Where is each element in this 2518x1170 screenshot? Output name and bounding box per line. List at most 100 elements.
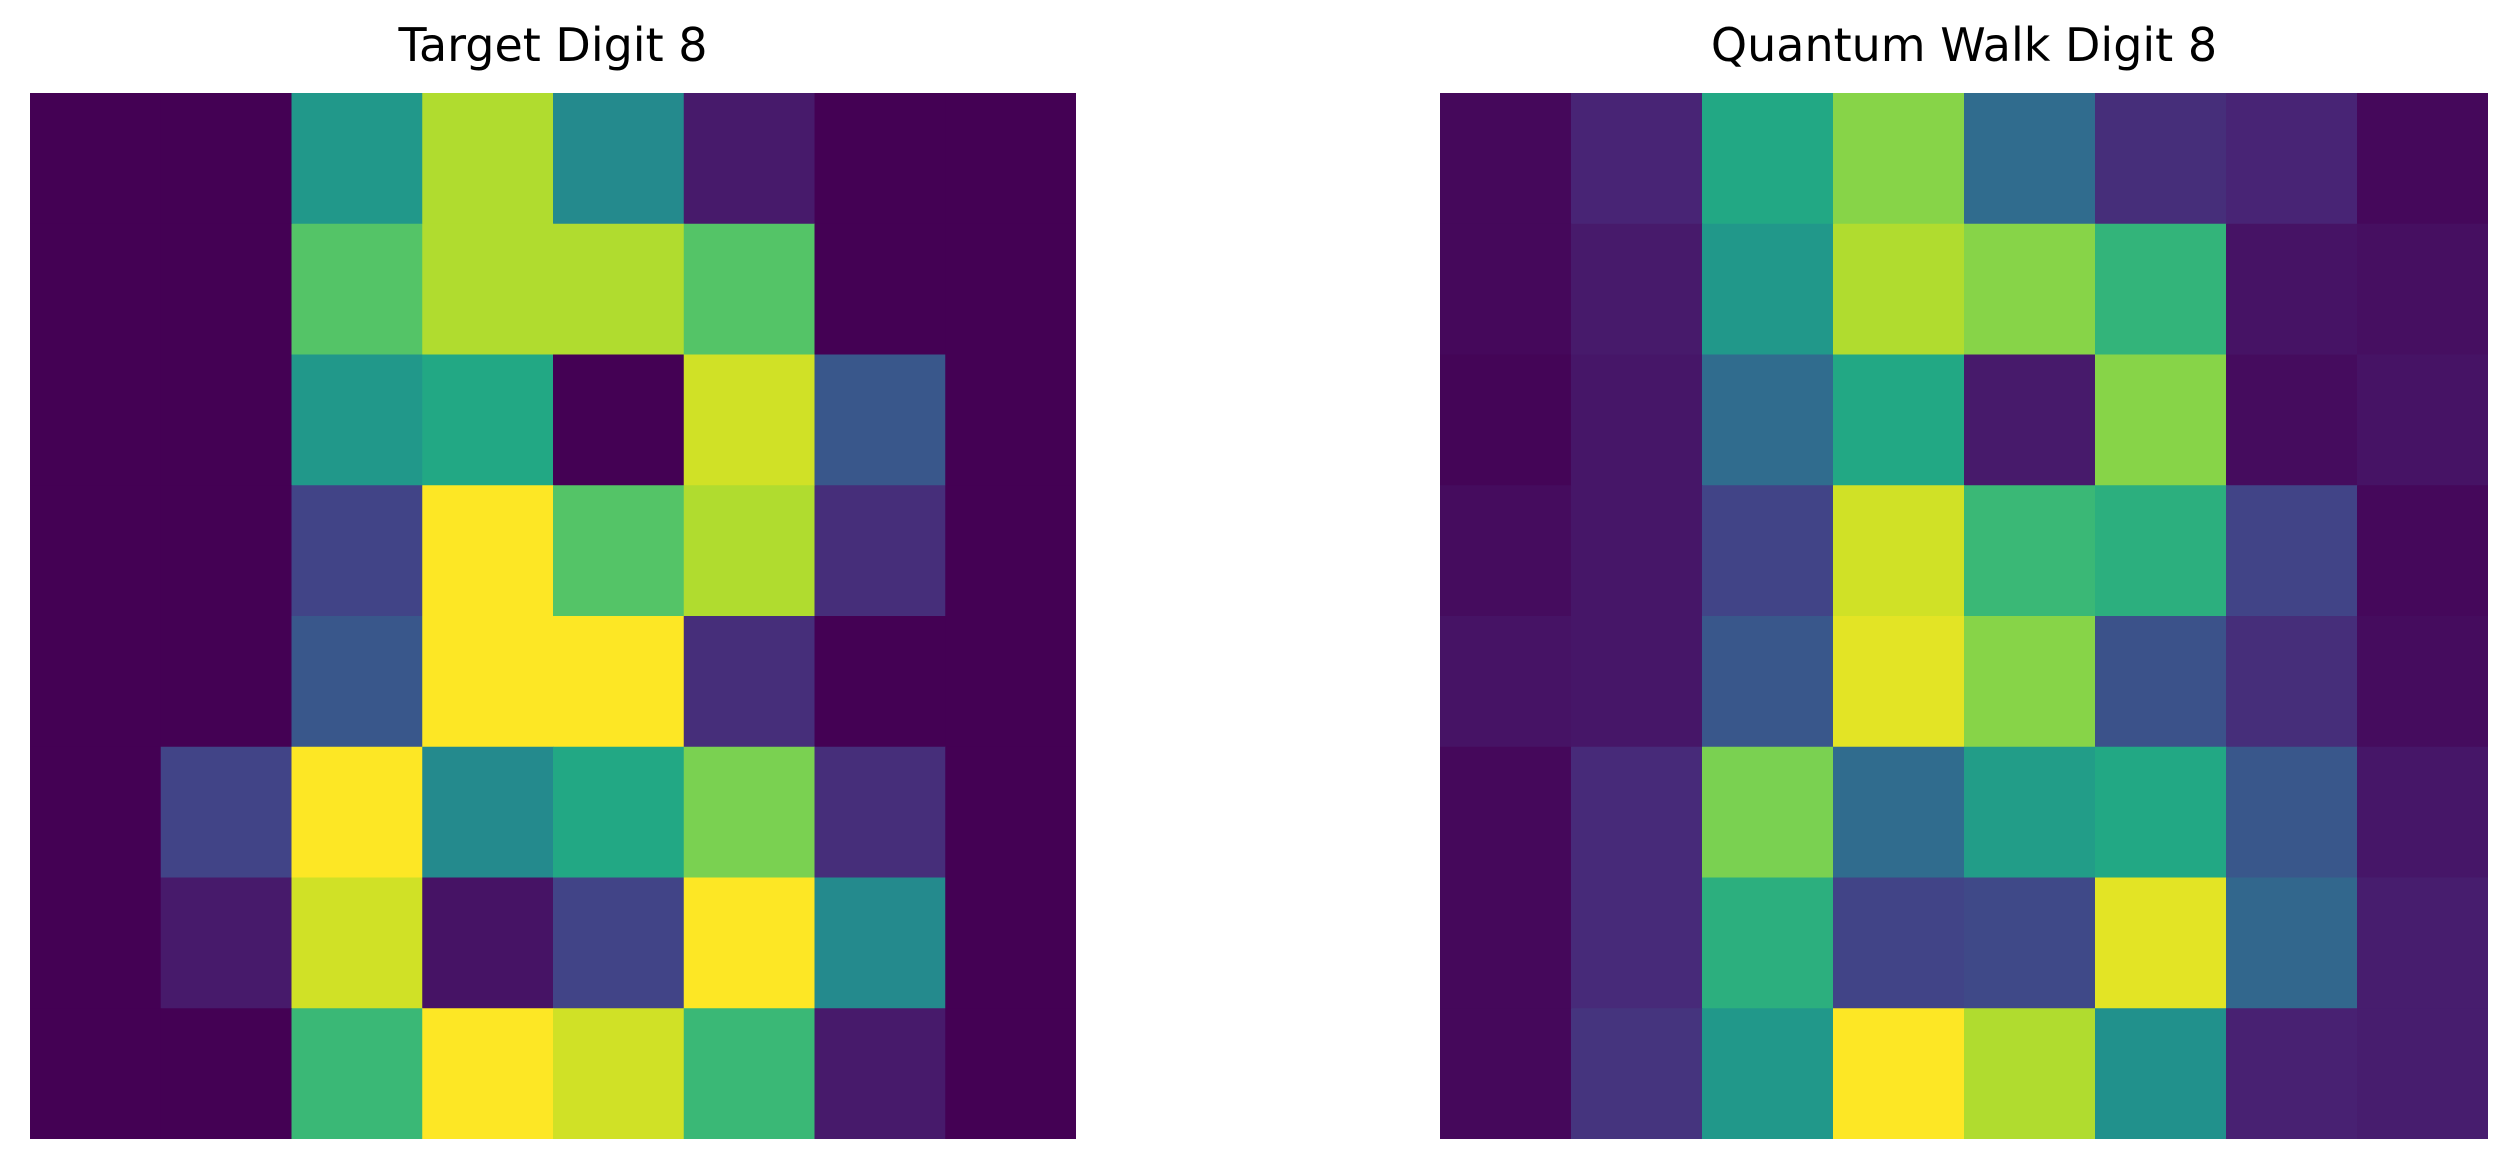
heatmap-cell-r0-c4 [1964, 93, 2096, 225]
heatmap-cell-r2-c2 [1702, 354, 1834, 486]
heatmap-cell-r1-c5 [2095, 223, 2227, 356]
heatmap-cell-r0-c1 [1571, 93, 1703, 225]
heatmap-cell-r4-c3 [1833, 616, 1965, 748]
heatmap-cell-r6-c1 [160, 877, 293, 1009]
heatmap-cell-r3-c4 [553, 485, 685, 617]
heatmap-cell-r2-c0 [30, 354, 162, 486]
heatmap-quantum-walk [1440, 93, 2488, 1139]
heatmap-cell-r1-c6 [814, 223, 946, 356]
heatmap-cell-r2-c5 [2095, 354, 2227, 486]
heatmap-cell-r7-c2 [291, 1008, 423, 1139]
heatmap-cell-r5-c1 [1571, 746, 1703, 879]
heatmap-cell-r1-c1 [1571, 223, 1703, 356]
heatmap-cell-r0-c0 [30, 93, 162, 225]
heatmap-cell-r0-c3 [1833, 93, 1965, 225]
heatmap-cell-r3-c2 [1702, 485, 1834, 617]
heatmap-cell-r5-c2 [291, 746, 423, 879]
heatmap-cell-r1-c3 [422, 223, 554, 356]
heatmap-cell-r6-c4 [553, 877, 685, 1009]
heatmap-cell-r3-c3 [422, 485, 554, 617]
heatmap-cell-r1-c2 [291, 223, 423, 356]
heatmap-cell-r2-c6 [814, 354, 946, 486]
heatmap-cell-r1-c4 [553, 223, 685, 356]
heatmap-cell-r5-c0 [30, 746, 162, 879]
chart-title-target: Target Digit 8 [398, 18, 708, 72]
heatmap-cell-r0-c3 [422, 93, 554, 225]
heatmap-cell-r0-c4 [553, 93, 685, 225]
heatmap-cell-r4-c0 [1440, 616, 1572, 748]
heatmap-cell-r5-c6 [814, 746, 946, 879]
heatmap-cell-r3-c3 [1833, 485, 1965, 617]
heatmap-cell-r5-c0 [1440, 746, 1572, 879]
chart-title-quantum-walk: Quantum Walk Digit 8 [1710, 18, 2218, 72]
heatmap-cell-r7-c6 [814, 1008, 946, 1139]
heatmap-cell-r5-c5 [683, 746, 816, 879]
heatmap-cell-r2-c4 [1964, 354, 2096, 486]
heatmap-cell-r7-c7 [2357, 1008, 2488, 1139]
heatmap-cell-r0-c6 [814, 93, 946, 225]
heatmap-cell-r2-c2 [291, 354, 423, 486]
heatmap-cell-r1-c4 [1964, 223, 2096, 356]
heatmap-cell-r4-c2 [1702, 616, 1834, 748]
heatmap-cell-r6-c2 [291, 877, 423, 1009]
heatmap-cell-r6-c6 [814, 877, 946, 1009]
heatmap-cell-r1-c5 [683, 223, 816, 356]
heatmap-cell-r2-c3 [422, 354, 554, 486]
heatmap-cell-r6-c5 [683, 877, 816, 1009]
heatmap-cell-r7-c0 [30, 1008, 162, 1139]
heatmap-cell-r5-c3 [422, 746, 554, 879]
heatmap-cell-r5-c1 [160, 746, 293, 879]
heatmap-cell-r1-c1 [160, 223, 293, 356]
heatmap-cell-r7-c1 [1571, 1008, 1703, 1139]
heatmap-cell-r0-c7 [2357, 93, 2488, 225]
heatmap-cell-r3-c1 [1571, 485, 1703, 617]
heatmap-cell-r7-c7 [945, 1008, 1076, 1139]
heatmap-cell-r7-c6 [2226, 1008, 2358, 1139]
heatmap-cell-r3-c6 [814, 485, 946, 617]
heatmap-cell-r0-c6 [2226, 93, 2358, 225]
heatmap-cell-r5-c2 [1702, 746, 1834, 879]
heatmap-cell-r0-c7 [945, 93, 1076, 225]
heatmap-target [30, 93, 1076, 1139]
heatmap-cell-r0-c5 [2095, 93, 2227, 225]
heatmap-cell-r4-c6 [814, 616, 946, 748]
heatmap-cell-r1-c0 [1440, 223, 1572, 356]
heatmap-cell-r0-c2 [1702, 93, 1834, 225]
heatmap-cell-r7-c1 [160, 1008, 293, 1139]
heatmap-cell-r1-c6 [2226, 223, 2358, 356]
heatmap-cell-r2-c0 [1440, 354, 1572, 486]
heatmap-cell-r2-c4 [553, 354, 685, 486]
heatmap-cell-r3-c0 [1440, 485, 1572, 617]
heatmap-cell-r2-c7 [945, 354, 1076, 486]
heatmap-cell-r7-c0 [1440, 1008, 1572, 1139]
heatmap-cell-r0-c5 [683, 93, 816, 225]
heatmap-cell-r3-c4 [1964, 485, 2096, 617]
heatmap-cell-r6-c5 [2095, 877, 2227, 1009]
heatmap-cell-r2-c7 [2357, 354, 2488, 486]
heatmap-cell-r1-c0 [30, 223, 162, 356]
heatmap-cell-r7-c3 [1833, 1008, 1965, 1139]
heatmap-cell-r4-c5 [2095, 616, 2227, 748]
heatmap-cell-r2-c6 [2226, 354, 2358, 486]
heatmap-cell-r6-c7 [945, 877, 1076, 1009]
heatmap-cell-r3-c1 [160, 485, 293, 617]
heatmap-cell-r4-c7 [945, 616, 1076, 748]
heatmap-cell-r6-c4 [1964, 877, 2096, 1009]
heatmap-cell-r4-c7 [2357, 616, 2488, 748]
heatmap-cell-r0-c1 [160, 93, 293, 225]
heatmap-cell-r5-c4 [1964, 746, 2096, 879]
heatmap-cell-r0-c2 [291, 93, 423, 225]
heatmap-cell-r4-c3 [422, 616, 554, 748]
heatmap-cell-r7-c2 [1702, 1008, 1834, 1139]
heatmap-cell-r6-c0 [30, 877, 162, 1009]
heatmap-cell-r6-c2 [1702, 877, 1834, 1009]
heatmap-cell-r5-c4 [553, 746, 685, 879]
heatmap-cell-r2-c1 [160, 354, 293, 486]
heatmap-cell-r3-c5 [2095, 485, 2227, 617]
heatmap-cell-r6-c7 [2357, 877, 2488, 1009]
heatmap-cell-r2-c3 [1833, 354, 1965, 486]
heatmap-cell-r4-c4 [1964, 616, 2096, 748]
heatmap-cell-r3-c7 [2357, 485, 2488, 617]
heatmap-cell-r1-c3 [1833, 223, 1965, 356]
heatmap-cell-r4-c5 [683, 616, 816, 748]
